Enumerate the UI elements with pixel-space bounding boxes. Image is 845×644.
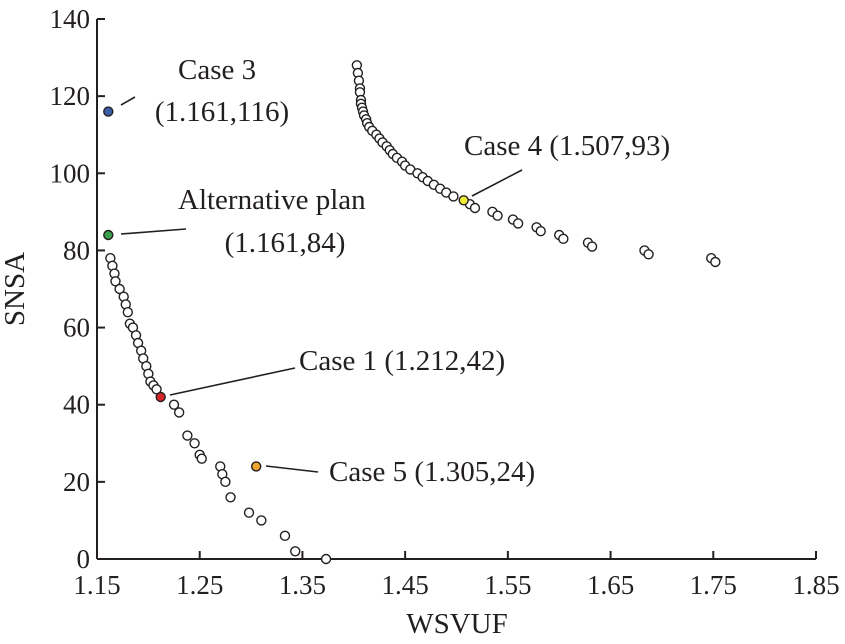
callout-coordinates: (1.161,84) <box>225 227 346 259</box>
callout-leader-line <box>265 465 319 473</box>
data-point <box>512 218 524 229</box>
data-point <box>710 256 721 268</box>
data-point <box>151 384 162 395</box>
x-ticks: 1.15 1.25 1.35 1.45 1.55 1.65 1.75 1.85 <box>73 551 840 600</box>
x-tick-label: 1.75 <box>690 570 737 600</box>
callout-coordinates: (1.161,116) <box>155 96 289 128</box>
y-tick-label: 60 <box>63 313 90 343</box>
highlighted-point <box>458 195 469 206</box>
data-point <box>320 553 332 565</box>
data-point <box>290 546 301 557</box>
data-point <box>256 515 267 526</box>
callout-label: Case 4 (1.507,93) <box>464 130 670 162</box>
callout-label: Case 3 <box>178 54 256 86</box>
x-tick-label: 1.85 <box>792 570 839 600</box>
callout-leader-line <box>120 96 136 106</box>
y-tick-label: 80 <box>63 235 90 265</box>
y-axis-title: SNSA <box>0 252 31 326</box>
x-tick-label: 1.55 <box>484 570 531 600</box>
data-point <box>168 399 180 410</box>
data-point <box>448 191 459 202</box>
callout-leader-line <box>120 228 187 235</box>
callout-leader-line <box>471 169 523 197</box>
y-tick-label: 20 <box>63 467 90 497</box>
data-point <box>114 283 125 295</box>
data-point <box>173 407 185 418</box>
data-point <box>535 225 546 237</box>
highlighted-point <box>155 391 166 403</box>
callout-label: Case 5 (1.305,24) <box>329 456 535 488</box>
data-point <box>122 306 134 318</box>
y-tick-label: 40 <box>63 390 90 420</box>
highlighted-point <box>103 106 114 117</box>
y-tick-label: 0 <box>77 544 91 574</box>
x-tick-label: 1.45 <box>382 570 429 600</box>
highlighted-point <box>251 461 262 472</box>
data-point <box>182 430 193 441</box>
callout-label: Alternative plan <box>178 184 366 216</box>
callouts: Case 3 (1.161,116) Alternative plan (1.161,… <box>103 54 670 488</box>
y-tick-label: 100 <box>50 158 91 188</box>
x-tick-label: 1.15 <box>73 570 120 600</box>
y-tick-label: 120 <box>50 81 91 111</box>
data-point <box>279 530 291 542</box>
data-point <box>586 241 598 252</box>
data-point <box>243 507 255 518</box>
data-point <box>196 453 207 464</box>
highlighted-point <box>103 229 114 241</box>
callout-leader-line <box>169 367 296 396</box>
x-tick-label: 1.65 <box>587 570 634 600</box>
x-axis-title: WSVUF <box>406 608 508 640</box>
y-ticks: 0 20 40 60 80 100 120 140 <box>50 4 105 574</box>
data-point <box>469 202 481 214</box>
data-point <box>220 476 231 488</box>
x-tick-label: 1.25 <box>176 570 223 600</box>
x-tick-label: 1.35 <box>279 570 326 600</box>
y-tick-label: 140 <box>50 4 91 34</box>
data-point <box>492 210 503 221</box>
data-point <box>643 249 654 260</box>
data-point <box>225 492 236 503</box>
data-point <box>189 438 200 449</box>
callout-label: Case 1 (1.212,42) <box>299 345 505 377</box>
axes <box>96 19 816 560</box>
data-point <box>110 276 121 287</box>
data-points <box>105 60 721 565</box>
data-point <box>558 233 569 245</box>
